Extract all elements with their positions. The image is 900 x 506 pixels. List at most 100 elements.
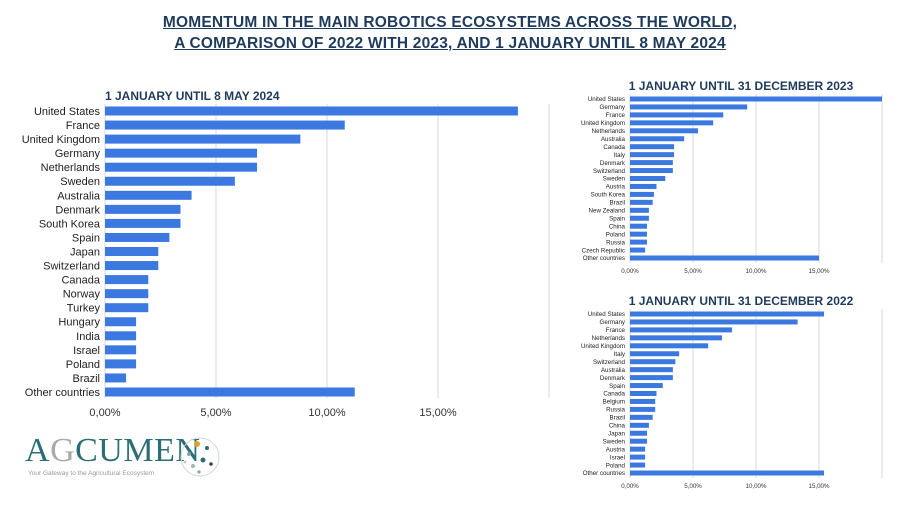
category-label-2022: Spain [609,383,625,390]
bar-2023 [630,247,646,253]
bar-2022 [630,454,646,460]
category-label-2024: Sweden [60,176,100,188]
bar-2022 [630,422,649,428]
bar-2024 [105,303,149,313]
category-label-2024: Brazil [72,373,100,385]
category-label-2024: South Korea [39,218,101,230]
bar-2024 [105,148,258,158]
bar-2024 [105,106,518,116]
bar-2023 [630,144,675,150]
bar-2022 [630,438,648,444]
bar-2024 [105,317,137,327]
category-label-2022: United States [588,311,625,318]
category-label-2024: Japan [70,246,100,258]
category-label-2023: Italy [614,152,626,159]
category-label-2023: Russia [606,239,625,246]
category-label-2023: Australia [601,136,626,143]
category-label-2023: France [606,112,626,119]
x-tick-label-2024: 5,00% [200,407,231,419]
category-label-2023: South Korea [591,192,626,199]
x-tick-label-2024: 10,00% [308,407,346,419]
bar-2024 [105,204,181,214]
category-label-2023: Poland [606,231,626,238]
chart-title-2022: 1 JANUARY UNTIL 31 DECEMBER 2022 [629,294,854,308]
bar-2023 [630,215,649,221]
x-tick-label-2022: 0,00% [621,483,639,490]
bar-2023 [630,104,748,110]
category-label-2023: Other countries [583,255,625,262]
bar-2022 [630,335,722,341]
category-label-2024: United Kingdom [22,134,100,146]
category-label-2023: United States [588,96,625,103]
bar-2023 [630,199,653,205]
bar-2022 [630,319,798,325]
category-label-2022: Other countries [583,470,625,477]
bar-2023 [630,120,714,126]
category-label-2024: Other countries [25,387,101,399]
category-label-2024: Canada [61,275,100,287]
category-label-2022: China [609,423,626,430]
category-label-2024: Israel [73,345,100,357]
category-label-2023: New Zealand [589,208,626,215]
x-tick-label-2023: 0,00% [621,268,639,275]
bar-2023 [630,160,673,166]
category-label-2024: India [76,331,101,343]
category-label-2024: Spain [72,232,100,244]
bar-2022 [630,383,663,389]
x-tick-label-2022: 15,00% [809,483,830,490]
bar-2024 [105,373,127,383]
bar-2022 [630,446,646,452]
bar-2024 [105,247,159,256]
bar-2023 [630,128,699,134]
chart-title-2024: 1 JANUARY UNTIL 8 MAY 2024 [105,89,280,103]
category-label-2022: Canada [603,391,625,398]
bar-2023 [630,255,819,261]
category-label-2023: Denmark [600,160,626,167]
category-label-2024: United States [34,106,101,118]
category-label-2022: Australia [601,367,626,374]
category-label-2023: Austria [606,184,626,191]
category-label-2024: Poland [66,359,100,371]
bar-2022 [630,470,825,476]
x-tick-label-2024: 15,00% [419,407,457,419]
bar-2024 [105,120,345,130]
category-label-2022: Japan [608,430,625,437]
bar-2023 [630,136,685,142]
category-label-2023: Sweden [603,176,626,183]
bar-2022 [630,406,656,412]
category-label-2022: Belgium [603,399,625,406]
bar-2023 [630,191,654,197]
bar-2022 [630,462,646,468]
bar-2023 [630,96,882,102]
category-label-2022: Israel [610,454,625,461]
x-tick-label-2023: 15,00% [809,268,830,275]
main-title-line-1: MOMENTUM IN THE MAIN ROBOTICS ECOSYSTEMS… [162,14,738,31]
category-label-2023: Brazil [610,200,625,207]
category-label-2022: France [606,327,626,334]
x-tick-label-2022: 5,00% [684,483,702,490]
bar-2022 [630,327,733,333]
category-label-2024: Germany [55,148,101,160]
bar-2023 [630,231,648,237]
category-label-2023: China [609,223,626,230]
bar-2024 [105,359,137,369]
bar-2022 [630,359,676,365]
bar-2022 [630,398,656,404]
category-label-2024: Australia [57,190,101,202]
category-label-2023: Czech Republic [582,247,625,254]
bar-2024 [105,387,355,397]
category-label-2022: Austria [606,446,626,453]
logo-tagline: Your Gateway to the Agricultural Ecosyst… [28,470,155,477]
globe-network-icon [180,437,220,477]
x-tick-label-2024: 0,00% [89,407,120,419]
main-title-line-2: A COMPARISON OF 2022 WITH 2023, AND 1 JA… [174,35,726,52]
bar-2022 [630,430,648,436]
category-label-2023: Canada [603,144,625,151]
bar-2024 [105,190,192,200]
agcumen-logo: AGCUMEN Your Gateway to the Agricultural… [25,432,225,482]
bar-2024 [105,162,258,172]
bar-2023 [630,168,673,174]
bar-2024 [105,345,137,355]
bar-2023 [630,112,724,118]
category-label-2022: Switzerland [593,359,626,366]
